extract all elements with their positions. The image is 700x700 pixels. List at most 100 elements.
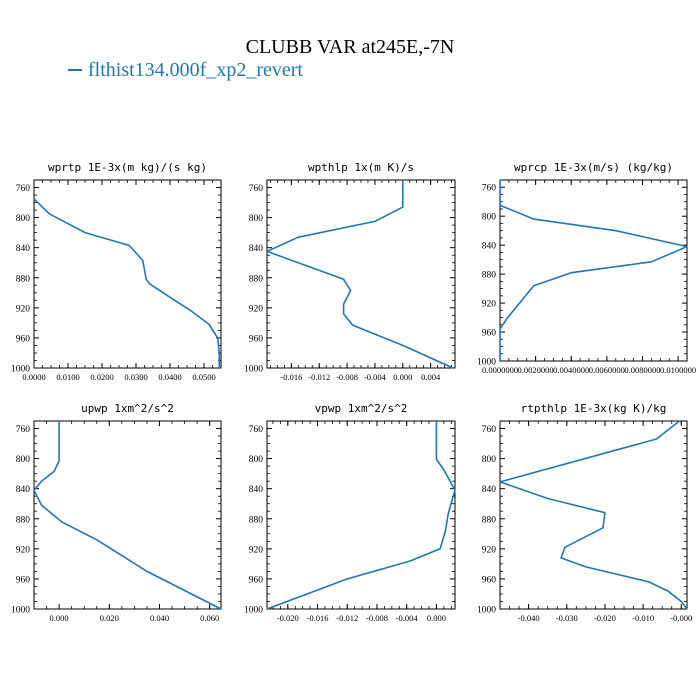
x-tick-label: -0.020: [277, 613, 299, 623]
y-tick-label: 840: [482, 485, 497, 495]
x-tick-label: 0.0300: [124, 372, 147, 382]
plot-frame: [266, 179, 456, 369]
x-tick-label: 0.000: [50, 613, 69, 623]
plot-frame: [33, 179, 222, 369]
y-tick-label: 920: [16, 304, 31, 314]
x-tick-label: 0.0060000: [589, 365, 625, 375]
y-tick-label: 840: [16, 244, 31, 254]
x-tick-label: -0.030: [556, 613, 578, 623]
y-tick-label: 760: [16, 184, 31, 194]
x-tick-label: -0.012: [336, 613, 358, 623]
y-tick-label: 880: [249, 515, 264, 525]
series-line-1: [33, 198, 221, 368]
y-tick-label: 800: [16, 214, 31, 224]
y-tick-label: 920: [249, 304, 264, 314]
panel-4: upwp 1xm^2/s^2 760 800 840 880 920 960 1000 0.00…: [11, 402, 222, 623]
y-tick-label: 800: [16, 455, 31, 465]
x-tick-label: 0.060: [200, 613, 219, 623]
series-line-1: [266, 421, 456, 610]
panel-title: rtpthlp 1E-3x(kg K)/kg: [521, 402, 667, 415]
y-tick-label: 960: [482, 575, 497, 585]
y-tick-label: 760: [249, 425, 264, 435]
plot-frame: [499, 420, 688, 610]
y-tick-label: 960: [249, 575, 264, 585]
x-tick-label: -0.008: [366, 613, 388, 623]
y-tick-label: 760: [249, 184, 264, 194]
plot-frame: [499, 179, 688, 362]
y-tick-label: 920: [249, 545, 264, 555]
x-tick-label: 0.000: [393, 372, 412, 382]
x-tick-label: 0.0100000: [660, 365, 696, 375]
panel-title: wpthlp 1x(m K)/s: [308, 161, 414, 174]
x-tick-label: 0.0100: [56, 372, 79, 382]
y-tick-label: 800: [482, 455, 497, 465]
y-tick-label: 1000: [477, 358, 496, 368]
y-tick-label: 1000: [244, 365, 263, 375]
x-tick-label: 0.000: [427, 613, 446, 623]
panel-title: wprtp 1E-3x(m kg)/(s kg): [48, 161, 207, 174]
panel-2: wpthlp 1x(m K)/s 760 800 840 880 920 960 1000 -0…: [244, 161, 456, 382]
x-tick-label: -0.008: [336, 372, 358, 382]
panel-1: wprtp 1E-3x(m kg)/(s kg) 760 800 840 880 920 9…: [11, 161, 222, 382]
x-tick-label: 0.0000000: [482, 365, 518, 375]
y-tick-label: 760: [482, 184, 497, 194]
x-tick-label: -0.010: [632, 613, 654, 623]
y-tick-label: 880: [16, 515, 31, 525]
series-line-1: [266, 180, 454, 369]
y-tick-label: 1000: [477, 606, 496, 616]
legend-label: flthist134.000f_xp2_revert: [88, 59, 303, 81]
y-tick-label: 760: [482, 425, 497, 435]
legend-line-swatch: [68, 69, 82, 72]
y-tick-label: 840: [482, 242, 497, 252]
x-tick-label: 0.0500: [192, 372, 215, 382]
x-tick-label: -0.040: [518, 613, 540, 623]
y-tick-label: 880: [482, 271, 497, 281]
y-tick-label: 760: [16, 425, 31, 435]
y-tick-label: 960: [16, 334, 31, 344]
y-tick-label: 840: [249, 485, 264, 495]
y-tick-label: 960: [482, 329, 497, 339]
x-tick-label: 0.0040000: [553, 365, 589, 375]
x-tick-label: 0.040: [150, 613, 169, 623]
x-tick-label: 0.0200: [90, 372, 113, 382]
y-tick-label: 840: [16, 485, 31, 495]
series-line-1: [33, 421, 222, 610]
x-tick-label: -0.016: [280, 372, 302, 382]
x-tick-label: 0.004: [421, 372, 441, 382]
x-tick-label: -0.012: [308, 372, 330, 382]
panel-title: wprcp 1E-3x(m/s) (kg/kg): [514, 161, 673, 174]
y-tick-label: 880: [16, 274, 31, 284]
panel-6: rtpthlp 1E-3x(kg K)/kg 760 800 840 880 920 960…: [477, 402, 692, 623]
x-tick-label: 0.0080000: [624, 365, 660, 375]
x-tick-label: 0.0400: [158, 372, 181, 382]
figure-title: CLUBB VAR at245E,-7N: [245, 36, 455, 58]
x-tick-label: -0.016: [307, 613, 329, 623]
x-tick-label: -0.000: [670, 613, 692, 623]
y-tick-label: 840: [249, 244, 264, 254]
y-tick-label: 1000: [11, 606, 30, 616]
y-tick-label: 880: [482, 515, 497, 525]
y-tick-label: 800: [482, 213, 497, 223]
y-tick-label: 800: [249, 455, 264, 465]
x-tick-label: -0.004: [396, 613, 419, 623]
x-tick-label: 0.020: [100, 613, 119, 623]
y-tick-label: 800: [249, 214, 264, 224]
y-tick-label: 920: [482, 545, 497, 555]
y-tick-label: 1000: [244, 606, 263, 616]
series-line-1: [499, 420, 688, 610]
panel-title: vpwp 1xm^2/s^2: [315, 402, 408, 415]
x-tick-label: -0.020: [594, 613, 616, 623]
x-tick-label: 0.0020000: [518, 365, 554, 375]
panel-3: wprcp 1E-3x(m/s) (kg/kg) 760 800 840 880 920 9…: [477, 161, 696, 375]
panel-title: upwp 1xm^2/s^2: [81, 402, 174, 415]
y-tick-label: 1000: [11, 365, 30, 375]
x-tick-label: 0.0000: [22, 372, 45, 382]
y-tick-label: 960: [249, 334, 264, 344]
series-line-1: [499, 180, 688, 361]
y-tick-label: 880: [249, 274, 264, 284]
panel-5: vpwp 1xm^2/s^2 760 800 840 880 920 960 1000 -0.0…: [244, 402, 456, 623]
y-tick-label: 960: [16, 575, 31, 585]
plot-frame: [33, 420, 222, 610]
